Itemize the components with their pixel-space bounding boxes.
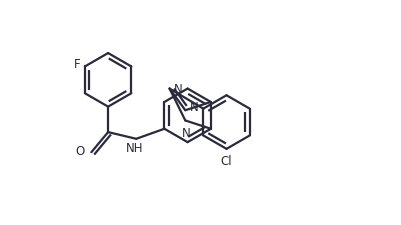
- Text: Cl: Cl: [220, 154, 232, 167]
- Text: O: O: [75, 145, 85, 158]
- Text: N: N: [174, 83, 182, 96]
- Text: NH: NH: [125, 142, 143, 155]
- Text: N: N: [182, 126, 190, 139]
- Text: N: N: [190, 101, 198, 114]
- Text: F: F: [73, 58, 80, 71]
